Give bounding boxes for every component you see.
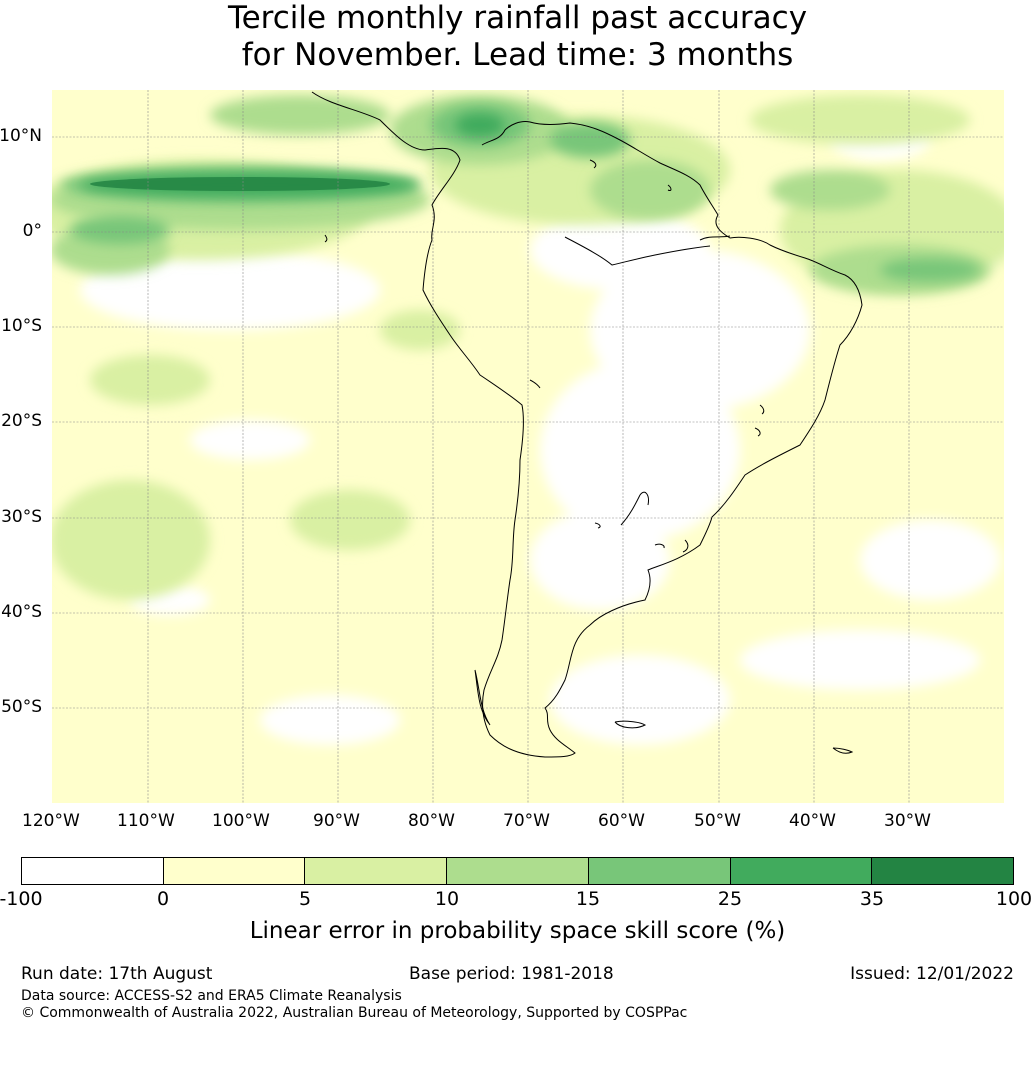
skill-35-100: [90, 177, 390, 191]
title-line-2: for November. Lead time: 3 months: [241, 37, 794, 73]
base-period: Base period: 1981-2018: [409, 964, 614, 984]
colorbar-tick-25: 25: [717, 888, 743, 910]
colorbar-segment-5-10: [305, 858, 448, 884]
lat-label-40s: 40°S: [1, 602, 42, 622]
colorbar-segment-neg100-0: [22, 858, 164, 884]
lat-label-10n: 10°N: [0, 126, 42, 146]
lon-label-100w: 100°W: [212, 811, 270, 831]
colorbar-segment-25-35: [730, 858, 873, 884]
gridlines: [52, 90, 1004, 803]
title-line-1: Tercile monthly rainfall past accuracy: [227, 0, 808, 36]
colorbar-tick-0: 0: [156, 888, 170, 910]
skill-5-10: [52, 95, 1004, 600]
colorbar-segment-35-100: [872, 858, 1014, 884]
colorbar-tick-35: 35: [859, 888, 885, 910]
lon-label-80w: 80°W: [408, 811, 455, 831]
lat-label-10s: 10°S: [1, 316, 42, 336]
lat-label-50s: 50°S: [1, 697, 42, 717]
colorbar-tick-15: 15: [575, 888, 601, 910]
colorbar-tick-5: 5: [298, 888, 312, 910]
lat-label-0: 0°: [22, 221, 42, 241]
map-field: [52, 90, 1004, 803]
chart-title: Tercile monthly rainfall past accuracy f…: [0, 0, 1035, 74]
lon-label-30w: 30°W: [884, 811, 931, 831]
colorbar-segment-15-25: [588, 858, 731, 884]
colorbar-tick-100: 100: [995, 888, 1033, 910]
run-date: Run date: 17th August: [21, 964, 213, 984]
copyright: © Commonwealth of Australia 2022, Austra…: [21, 1005, 688, 1021]
colorbar-tick-neg100: -100: [0, 888, 43, 910]
white-areas: [80, 120, 1000, 745]
issued-date: Issued: 12/01/2022: [850, 964, 1014, 984]
coastlines: [311, 91, 863, 758]
lon-label-50w: 50°W: [694, 811, 741, 831]
colorbar: [21, 857, 1014, 885]
lat-label-20s: 20°S: [1, 411, 42, 431]
skill-map: [52, 90, 1004, 803]
lon-label-60w: 60°W: [598, 811, 645, 831]
data-source: Data source: ACCESS-S2 and ERA5 Climate …: [21, 988, 402, 1004]
lat-label-30s: 30°S: [1, 507, 42, 527]
lon-label-40w: 40°W: [789, 811, 836, 831]
colorbar-segment-10-15: [447, 858, 589, 884]
colorbar-segment-0-5: [163, 858, 306, 884]
colorbar-tick-10: 10: [434, 888, 460, 910]
colorbar-label: Linear error in probability space skill …: [249, 918, 786, 944]
lon-label-120w: 120°W: [22, 811, 80, 831]
lon-label-110w: 110°W: [117, 811, 175, 831]
lon-label-90w: 90°W: [313, 811, 360, 831]
lon-label-70w: 70°W: [503, 811, 550, 831]
